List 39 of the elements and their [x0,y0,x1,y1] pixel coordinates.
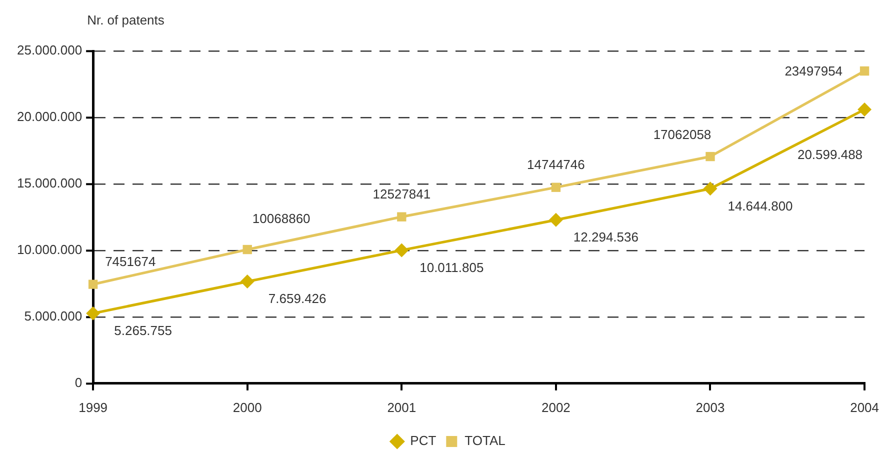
data-label: 7451674 [105,254,156,269]
data-label: 10.011.805 [420,260,484,275]
data-label: 14.644.800 [728,198,793,214]
point [88,280,98,289]
x-tick-label: 1999 [78,400,108,415]
point [703,182,718,196]
data-label: 12.294.536 [573,230,638,245]
data-label: 17062058 [653,127,712,142]
data-label: 7.659.426 [268,291,326,306]
point [551,182,561,192]
x-tick-label: 2002 [541,400,570,415]
x-tick-label: 2001 [387,400,416,415]
x-tick-label: 2004 [850,400,879,415]
point [397,212,406,222]
y-tick-label: 10.000.000 [16,242,82,258]
data-label: 12527841 [372,186,431,202]
data-label: 14744746 [527,156,585,172]
y-axis-title: Nr. of patents [87,12,165,28]
y-tick-label: 5.000.000 [24,308,82,324]
data-label: 5.265.755 [114,322,172,338]
data-label: 10068860 [252,211,310,226]
point [860,66,870,76]
x-tick-label: 2003 [696,400,725,415]
x-tick-label: 2000 [232,400,262,415]
y-tick-label: 25.000.000 [16,42,82,58]
point [240,274,254,289]
point [242,244,252,254]
y-tick-label: 0 [74,374,82,390]
point [548,212,563,227]
legend-label: PCT [410,433,436,448]
legend-label: TOTAL [464,433,506,448]
point [86,306,100,320]
data-label: 20.599.488 [797,147,863,162]
point [706,152,715,162]
point [394,243,409,258]
y-tick-label: 20.000.000 [16,109,82,124]
point [858,102,872,117]
y-tick-label: 15.000.000 [16,176,82,191]
data-label: 23497954 [784,64,843,79]
